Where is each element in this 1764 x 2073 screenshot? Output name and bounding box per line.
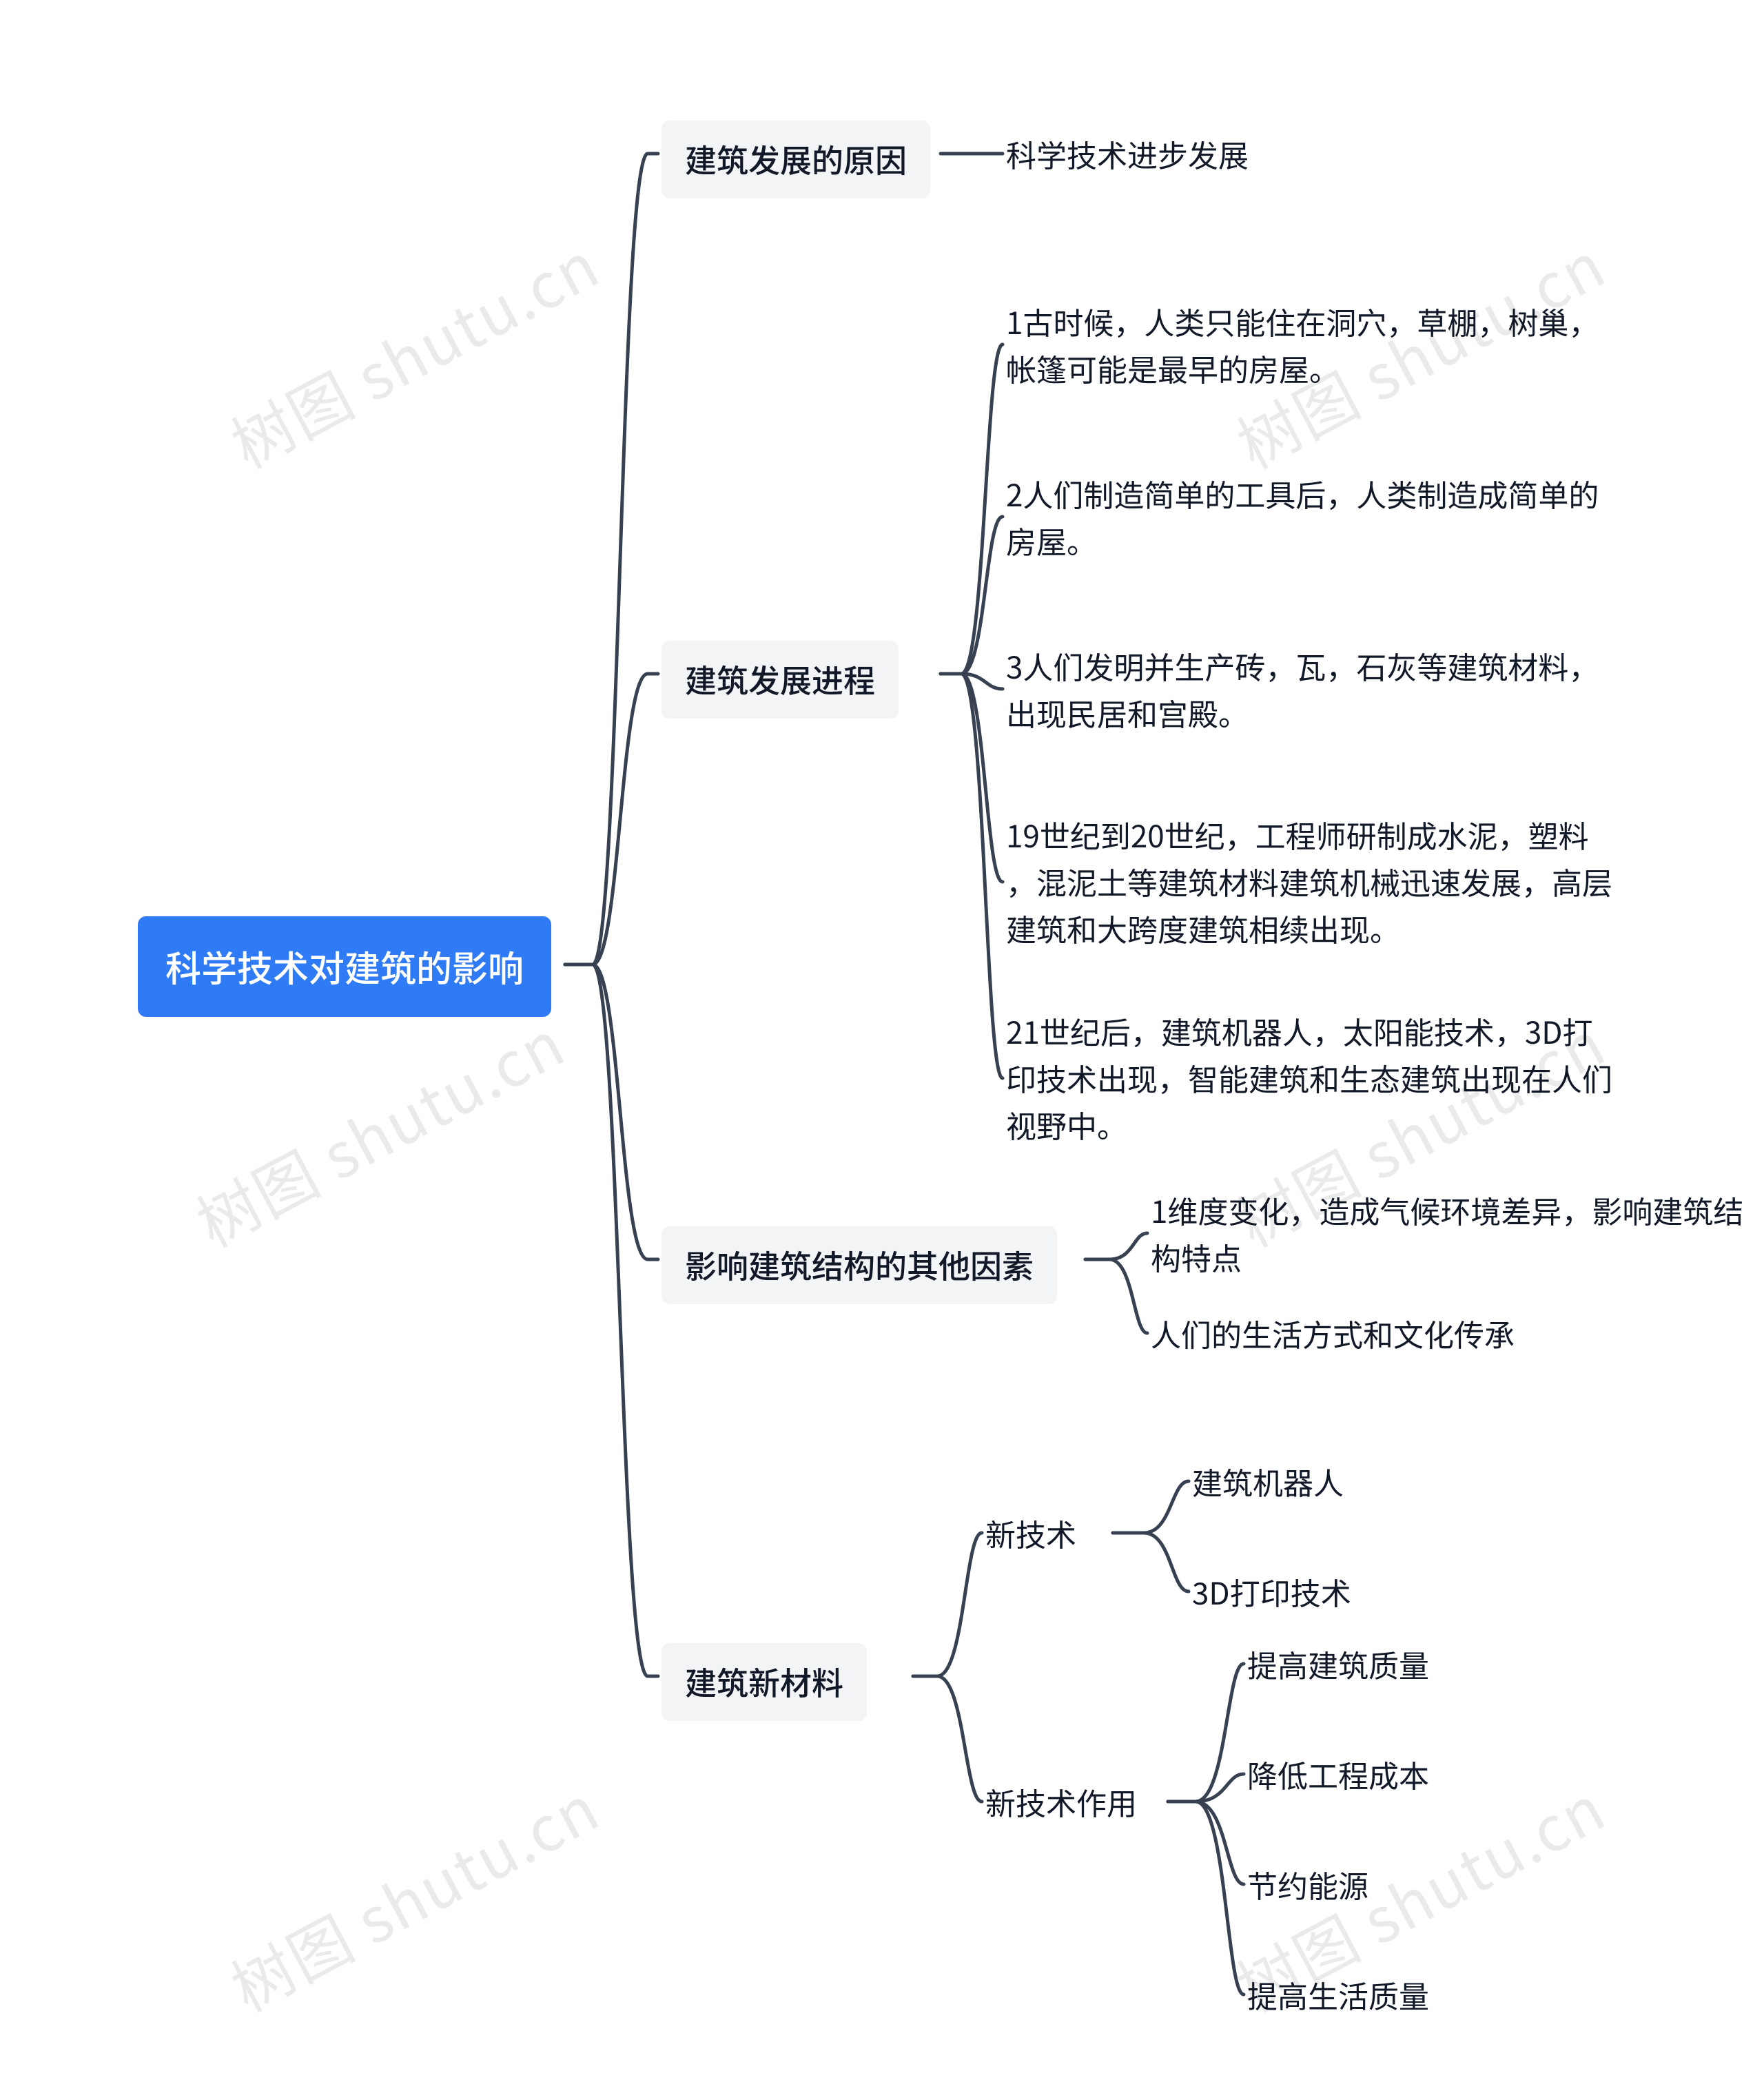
leaf-factors-1[interactable]: 1维度变化，造成气候环境差异，影响建筑结构特点 xyxy=(1151,1185,1764,1281)
leaf-process-3[interactable]: 3人们发明并生产砖，瓦，石灰等建筑材料，出现民居和宫殿。 xyxy=(1006,641,1668,737)
watermark: 树图 shutu.cn xyxy=(179,996,578,1264)
branch-materials[interactable]: 建筑新材料 xyxy=(662,1643,867,1721)
branch-reason[interactable]: 建筑发展的原因 xyxy=(662,121,930,198)
leaf-eff-2[interactable]: 降低工程成本 xyxy=(1247,1750,1429,1798)
leaf-newtech-1[interactable]: 建筑机器人 xyxy=(1192,1457,1344,1505)
leaf-process-2[interactable]: 2人们制造简单的工具后，人类制造成简单的房屋。 xyxy=(1006,468,1668,565)
sub-newtech-effect[interactable]: 新技术作用 xyxy=(985,1777,1137,1826)
leaf-eff-3[interactable]: 节约能源 xyxy=(1247,1860,1368,1908)
leaf-eff-4[interactable]: 提高生活质量 xyxy=(1247,1970,1429,2019)
leaf-process-4[interactable]: 19世纪到20世纪，工程师研制成水泥，塑料，混泥土等建筑材料建筑机械迅速发展，高… xyxy=(1006,809,1668,953)
leaf-process-5[interactable]: 21世纪后，建筑机器人，太阳能技术，3D打印技术出现，智能建筑和生态建筑出现在人… xyxy=(1006,1006,1668,1150)
watermark: 树图 shutu.cn xyxy=(214,1760,613,2029)
leaf-newtech-2[interactable]: 3D打印技术 xyxy=(1192,1567,1351,1616)
mindmap-canvas: 科学技术对建筑的影响 建筑发展的原因 科学技术进步发展 建筑发展进程 1古时候，… xyxy=(0,0,1764,2073)
sub-newtech[interactable]: 新技术 xyxy=(985,1509,1076,1557)
branch-process[interactable]: 建筑发展进程 xyxy=(662,641,899,719)
watermark: 树图 shutu.cn xyxy=(214,217,613,486)
leaf-reason-1[interactable]: 科学技术进步发展 xyxy=(1006,130,1249,178)
root-node[interactable]: 科学技术对建筑的影响 xyxy=(138,916,551,1017)
branch-factors[interactable]: 影响建筑结构的其他因素 xyxy=(662,1226,1057,1304)
leaf-process-1[interactable]: 1古时候，人类只能住在洞穴，草棚，树巢，帐篷可能是最早的房屋。 xyxy=(1006,296,1668,393)
leaf-eff-1[interactable]: 提高建筑质量 xyxy=(1247,1640,1429,1688)
leaf-factors-2[interactable]: 人们的生活方式和文化传承 xyxy=(1151,1309,1515,1357)
